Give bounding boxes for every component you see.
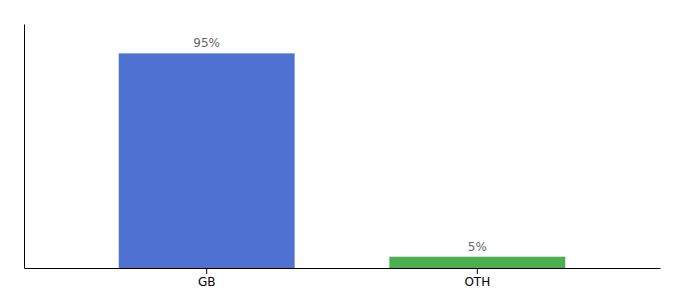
y-axis — [24, 25, 25, 269]
plot: 95% 5% GB OTH — [25, 25, 661, 289]
x-axis: GB OTH — [25, 268, 661, 289]
bar — [389, 257, 565, 268]
bars — [119, 53, 566, 268]
x-tick-mark — [206, 268, 207, 274]
x-tick-label: GB — [198, 275, 216, 289]
x-tick-label: OTH — [464, 275, 490, 289]
x-tick: GB — [198, 268, 216, 289]
x-tick: OTH — [464, 268, 490, 289]
data-label: 95% — [193, 36, 220, 50]
data-labels: 95% 5% — [193, 36, 486, 253]
y-axis-line — [24, 25, 25, 269]
data-label: 5% — [468, 240, 487, 254]
x-axis-line — [25, 268, 661, 269]
bar — [119, 53, 295, 268]
chart: 95% 5% GB OTH — [0, 0, 680, 300]
x-tick-mark — [477, 268, 478, 274]
